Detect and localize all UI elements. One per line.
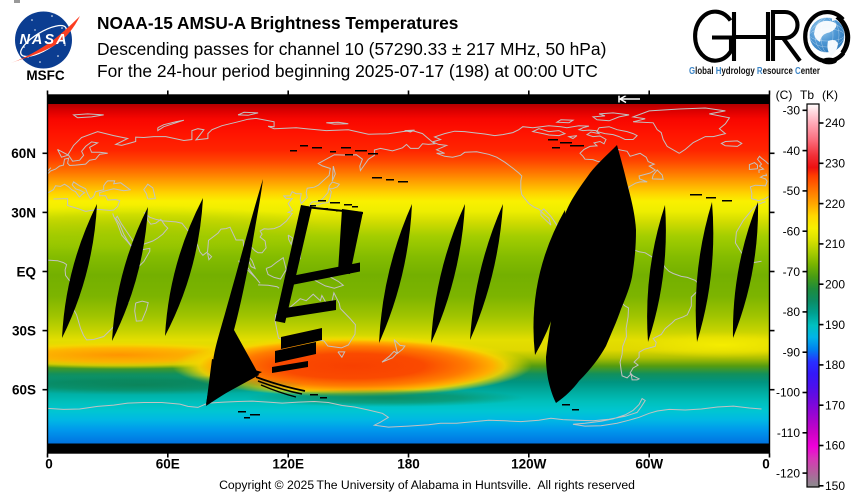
svg-text:-60: -60 bbox=[783, 224, 801, 238]
svg-text:180: 180 bbox=[825, 358, 845, 372]
svg-text:-80: -80 bbox=[783, 305, 801, 319]
svg-text:NASA: NASA bbox=[19, 32, 68, 48]
svg-text:60S: 60S bbox=[12, 383, 36, 398]
svg-text:30N: 30N bbox=[11, 205, 36, 220]
svg-text:0: 0 bbox=[45, 457, 53, 472]
svg-text:240: 240 bbox=[825, 116, 845, 130]
svg-text:-40: -40 bbox=[783, 144, 801, 158]
svg-text:0: 0 bbox=[762, 457, 770, 472]
svg-text:30S: 30S bbox=[12, 324, 36, 339]
svg-text:60N: 60N bbox=[11, 146, 36, 161]
svg-text:150: 150 bbox=[825, 479, 845, 493]
svg-text:MSFC: MSFC bbox=[26, 68, 64, 83]
svg-text:-120: -120 bbox=[776, 466, 800, 480]
svg-text:60W: 60W bbox=[635, 457, 663, 472]
svg-text:EQ: EQ bbox=[16, 264, 36, 279]
svg-text:220: 220 bbox=[825, 197, 845, 211]
svg-text:-50: -50 bbox=[783, 184, 801, 198]
svg-text:160: 160 bbox=[825, 439, 845, 453]
svg-text:(C): (C) bbox=[776, 88, 793, 102]
svg-text:210: 210 bbox=[825, 237, 845, 251]
svg-text:-110: -110 bbox=[777, 426, 800, 440]
svg-text:Tb: Tb bbox=[800, 88, 814, 102]
svg-text:(K): (K) bbox=[822, 88, 838, 102]
svg-text:-100: -100 bbox=[776, 386, 800, 400]
svg-text:-70: -70 bbox=[783, 265, 801, 279]
svg-text:-90: -90 bbox=[783, 345, 801, 359]
svg-text:Copyright © 2025 The Universit: Copyright © 2025 The University of Alaba… bbox=[219, 478, 635, 492]
svg-text:120E: 120E bbox=[272, 457, 304, 472]
svg-text:230: 230 bbox=[825, 157, 845, 171]
svg-text:120W: 120W bbox=[511, 457, 547, 472]
svg-text:200: 200 bbox=[825, 277, 845, 291]
svg-text:Global Hydrology Resource Cent: Global Hydrology Resource Center bbox=[689, 66, 820, 77]
svg-text:180: 180 bbox=[397, 457, 420, 472]
svg-text:190: 190 bbox=[825, 318, 845, 332]
svg-text:60E: 60E bbox=[156, 457, 180, 472]
svg-text:-30: -30 bbox=[783, 104, 801, 118]
svg-text:170: 170 bbox=[825, 398, 845, 412]
